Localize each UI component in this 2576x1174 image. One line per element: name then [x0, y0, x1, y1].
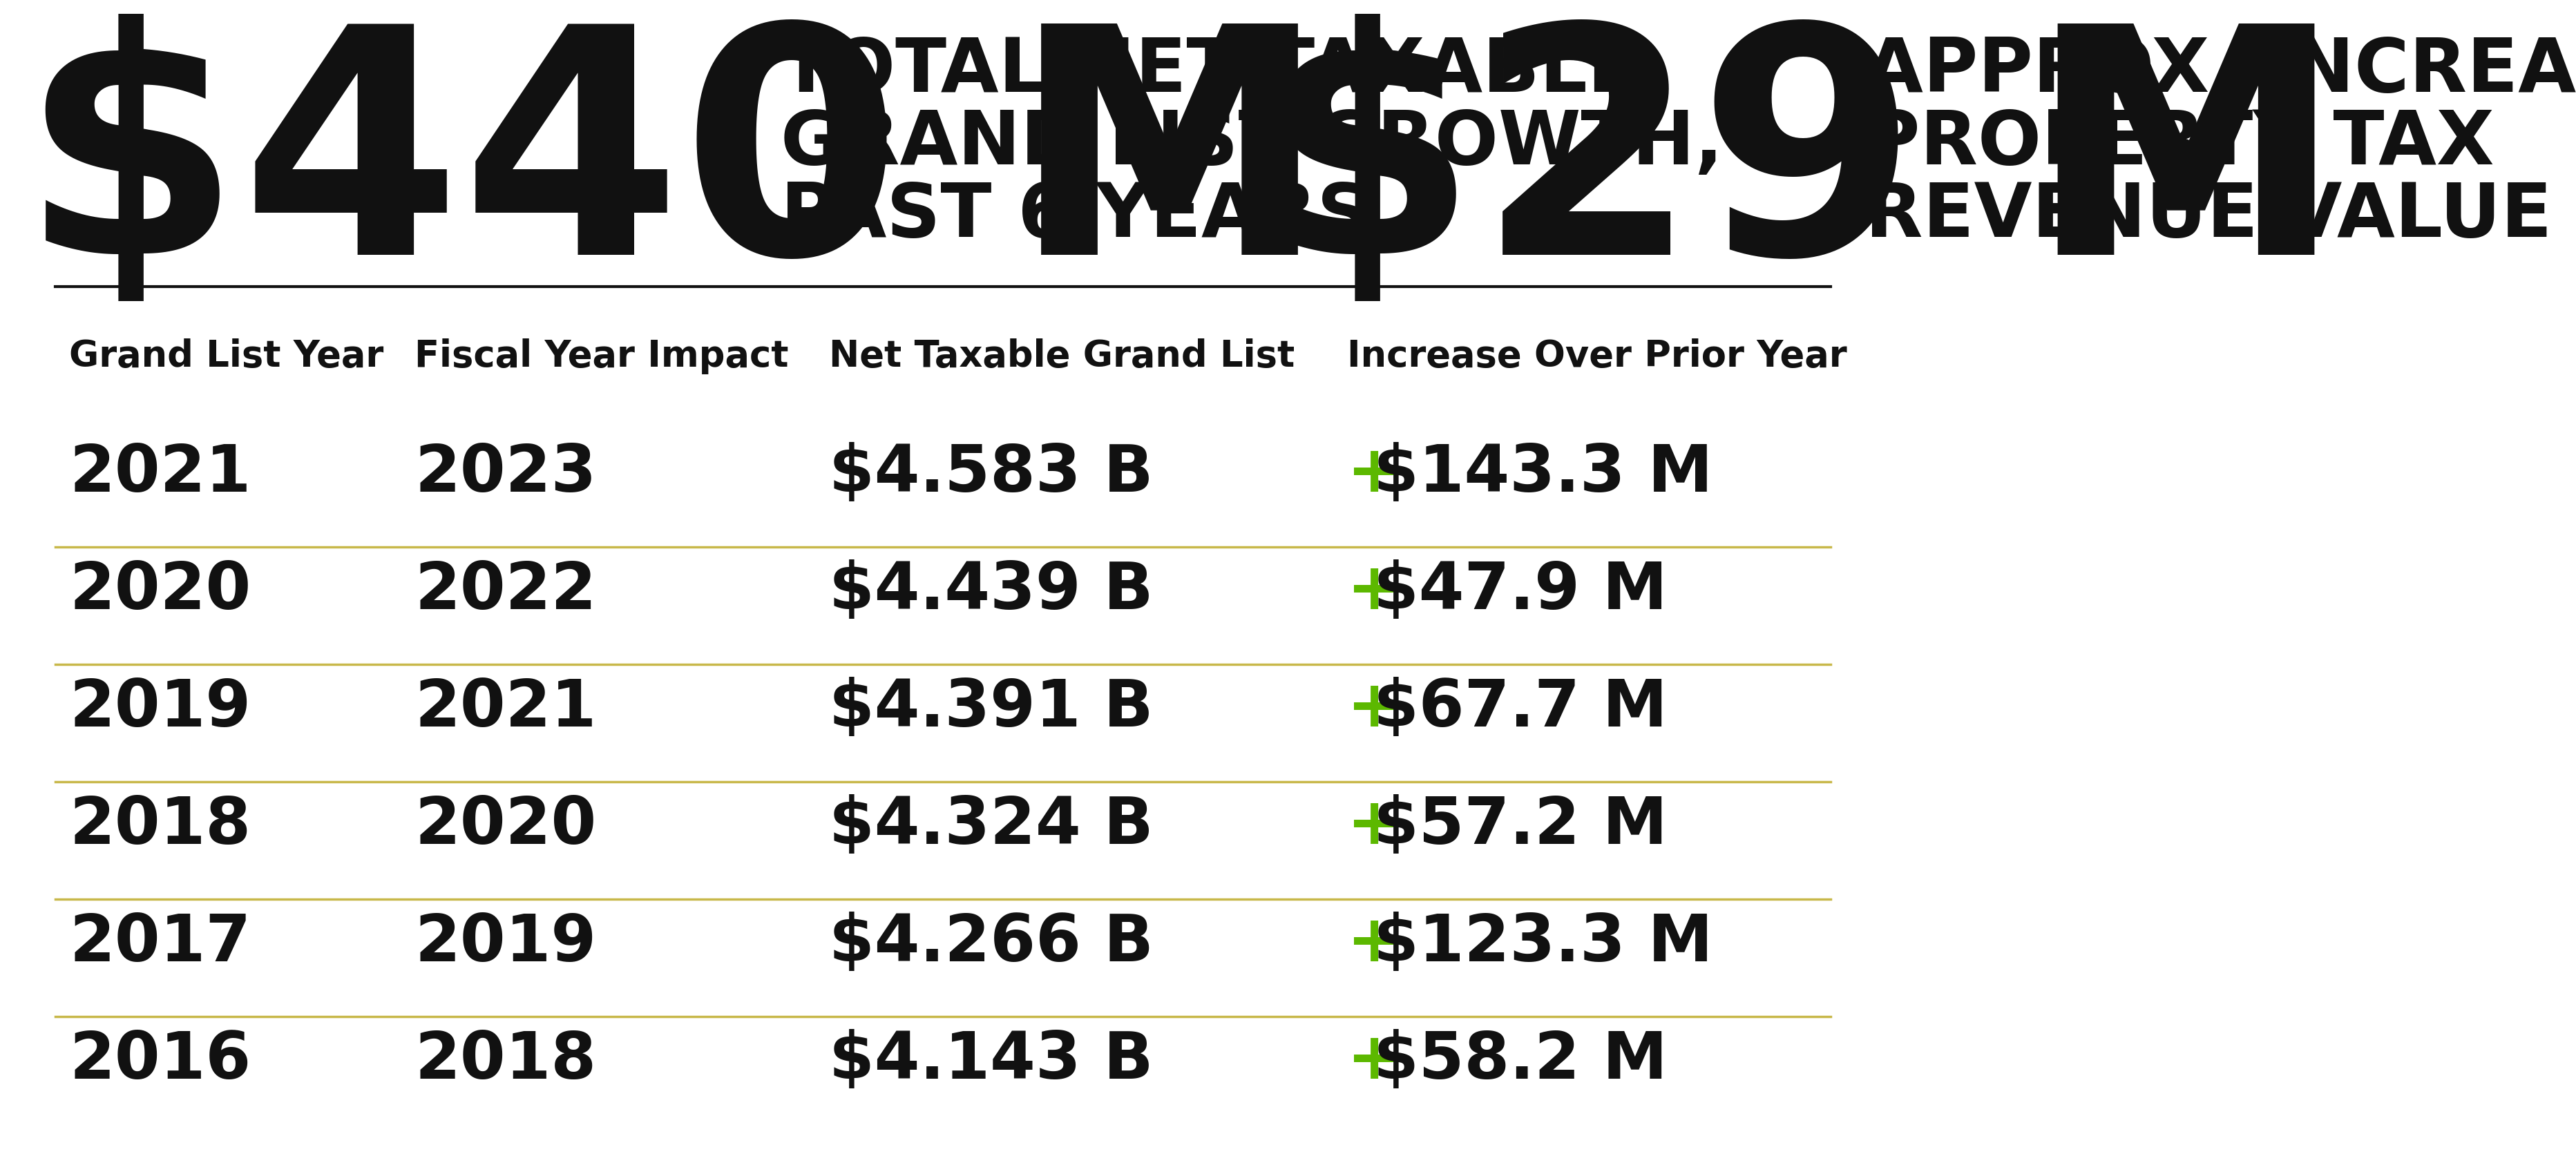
Text: 2022: 2022 — [415, 559, 595, 623]
Text: PROPERTY TAX: PROPERTY TAX — [1865, 107, 2494, 181]
Text: $58.2 M: $58.2 M — [1373, 1028, 1667, 1093]
Text: Net Taxable Grand List: Net Taxable Grand List — [829, 338, 1293, 375]
Text: 2016: 2016 — [70, 1028, 250, 1093]
Text: $4.266 B: $4.266 B — [829, 911, 1154, 976]
Text: +: + — [1347, 676, 1401, 741]
Text: Increase Over Prior Year: Increase Over Prior Year — [1347, 338, 1847, 375]
Text: 2023: 2023 — [415, 441, 595, 506]
Text: 2017: 2017 — [70, 911, 250, 976]
Text: Fiscal Year Impact: Fiscal Year Impact — [415, 338, 788, 375]
Text: 2020: 2020 — [70, 559, 250, 623]
Text: +: + — [1347, 441, 1401, 506]
Text: 2021: 2021 — [70, 441, 250, 506]
Text: 2018: 2018 — [415, 1028, 595, 1093]
Text: +: + — [1347, 1028, 1401, 1093]
Text: PAST 6 YEARS: PAST 6 YEARS — [781, 180, 1370, 252]
Text: $57.2 M: $57.2 M — [1373, 794, 1667, 858]
Text: 2021: 2021 — [415, 676, 595, 741]
Text: $4.324 B: $4.324 B — [829, 794, 1154, 858]
Text: $4.583 B: $4.583 B — [829, 441, 1154, 506]
Text: GRAND LIST GROWTH,: GRAND LIST GROWTH, — [781, 107, 1723, 181]
Text: $4.143 B: $4.143 B — [829, 1028, 1154, 1093]
Text: APPROX. INCREASED: APPROX. INCREASED — [1865, 34, 2576, 108]
Text: $440 M: $440 M — [21, 14, 1327, 321]
Text: 2019: 2019 — [415, 911, 595, 976]
Text: $4.439 B: $4.439 B — [829, 559, 1154, 623]
Text: +: + — [1347, 911, 1401, 976]
Text: $123.3 M: $123.3 M — [1373, 911, 1713, 976]
Text: $29 M: $29 M — [1257, 14, 2344, 321]
Text: 2019: 2019 — [70, 676, 250, 741]
Text: REVENUE VALUE: REVENUE VALUE — [1865, 180, 2550, 252]
Text: +: + — [1347, 794, 1401, 858]
Text: $67.7 M: $67.7 M — [1373, 676, 1667, 741]
Text: +: + — [1347, 559, 1401, 623]
Text: $4.391 B: $4.391 B — [829, 676, 1154, 741]
Text: TOTAL NET TAXABLE: TOTAL NET TAXABLE — [781, 34, 1638, 108]
Text: 2018: 2018 — [70, 794, 250, 858]
Text: Grand List Year: Grand List Year — [70, 338, 384, 375]
Text: $143.3 M: $143.3 M — [1373, 441, 1713, 506]
Text: $47.9 M: $47.9 M — [1373, 559, 1667, 623]
Text: 2020: 2020 — [415, 794, 595, 858]
